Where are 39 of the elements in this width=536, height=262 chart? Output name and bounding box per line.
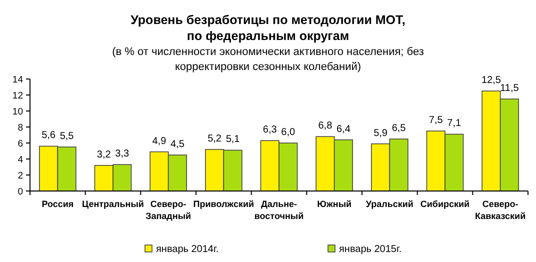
data-label: 5,5 xyxy=(60,131,74,142)
x-tick-label: Северо-Кавказский xyxy=(475,199,526,221)
legend-label: январь 2015г. xyxy=(339,244,402,255)
x-tick-label: Приволжский xyxy=(193,199,254,209)
data-label: 5,6 xyxy=(42,130,56,142)
x-tick-label: Центральный xyxy=(82,199,144,209)
y-tick-label: 0 xyxy=(18,186,23,198)
data-label: 11,5 xyxy=(500,83,520,94)
data-label: 6,4 xyxy=(336,124,351,135)
x-tick-label: Дальне-восточный xyxy=(254,199,304,221)
y-tick-label: 10 xyxy=(12,106,23,118)
data-label: 5,9 xyxy=(374,128,388,139)
data-label: 6,0 xyxy=(281,127,296,138)
x-tick-label: Сибирский xyxy=(420,199,470,209)
chart-subtitle: (в % от численности экономически активного населения; без корректировки сезонных колебаний) xyxy=(112,46,424,73)
x-tick-label: Уральский xyxy=(366,199,414,209)
data-label: 5,2 xyxy=(208,133,222,144)
data-label: 6,5 xyxy=(392,123,406,134)
data-label: 4,5 xyxy=(170,139,185,150)
chart-title: Уровень безработицы по методологии МОТ, по федеральным округам xyxy=(130,13,406,43)
data-label: 12,5 xyxy=(481,75,502,86)
x-tick-label: Южный xyxy=(317,199,352,209)
data-label: 7,5 xyxy=(428,115,444,126)
y-tick-label: 6 xyxy=(18,138,23,150)
y-tick-label: 12 xyxy=(12,90,23,102)
data-label: 7,1 xyxy=(447,118,462,130)
x-tick-label: Россия xyxy=(42,199,74,209)
legend-label: январь 2014г. xyxy=(156,244,219,255)
y-tick-label: 4 xyxy=(18,154,23,166)
data-label: 5,1 xyxy=(226,134,240,146)
data-label: 4,9 xyxy=(152,136,167,147)
data-label: 3,3 xyxy=(115,148,130,160)
y-tick-label: 14 xyxy=(12,74,23,86)
x-tick-label: Северо-Западный xyxy=(146,199,192,221)
data-label: 6,8 xyxy=(318,120,333,132)
y-tick-label: 8 xyxy=(18,122,23,134)
y-tick-label: 2 xyxy=(18,170,23,182)
data-label: 6,3 xyxy=(262,124,278,136)
data-label: 3,2 xyxy=(96,149,112,160)
